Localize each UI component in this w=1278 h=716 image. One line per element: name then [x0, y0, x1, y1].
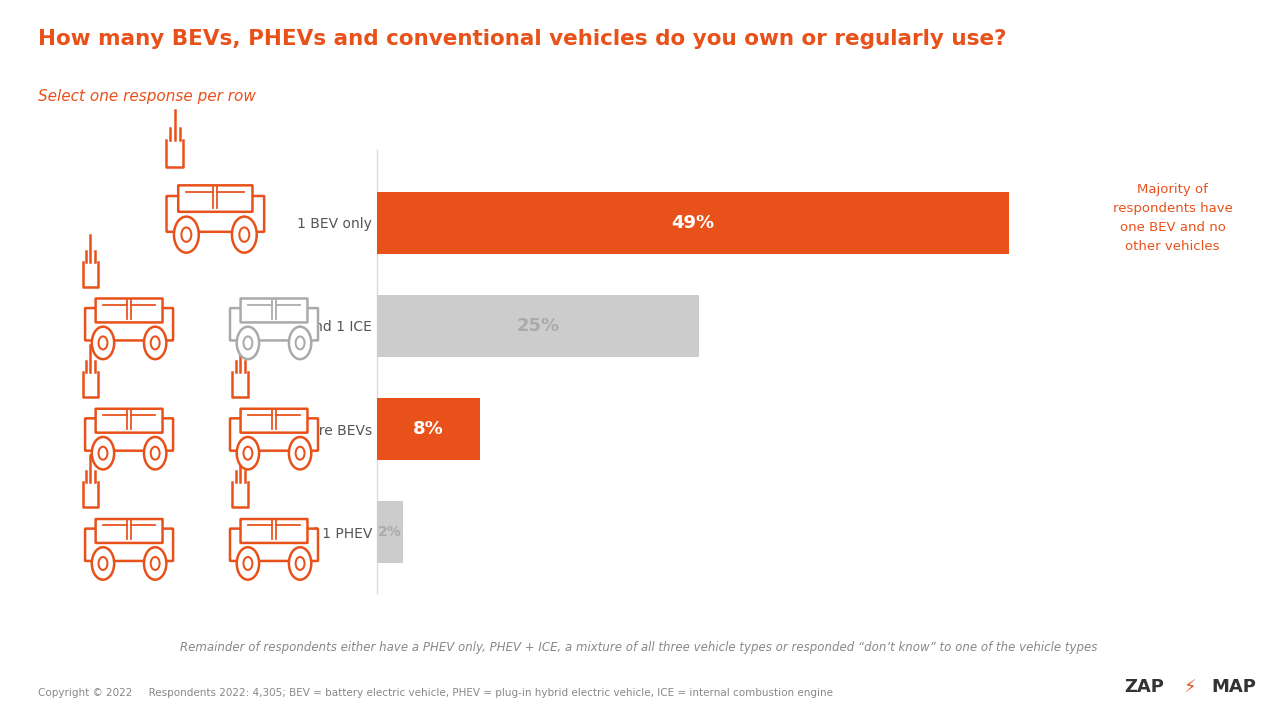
- Circle shape: [295, 447, 304, 460]
- FancyBboxPatch shape: [96, 299, 162, 322]
- FancyBboxPatch shape: [86, 528, 173, 561]
- Circle shape: [144, 326, 166, 359]
- Text: 8%: 8%: [413, 420, 443, 438]
- FancyBboxPatch shape: [86, 308, 173, 340]
- Circle shape: [144, 437, 166, 470]
- Circle shape: [92, 547, 114, 580]
- FancyBboxPatch shape: [230, 418, 318, 450]
- FancyBboxPatch shape: [86, 418, 173, 450]
- FancyBboxPatch shape: [230, 528, 318, 561]
- Circle shape: [236, 437, 259, 470]
- FancyBboxPatch shape: [96, 409, 162, 432]
- Text: How many BEVs, PHEVs and conventional vehicles do you own or regularly use?: How many BEVs, PHEVs and conventional ve…: [38, 29, 1007, 49]
- Circle shape: [243, 447, 252, 460]
- Text: Copyright © 2022     Respondents 2022: 4,305; BEV = battery electric vehicle, PH: Copyright © 2022 Respondents 2022: 4,305…: [38, 688, 833, 698]
- Text: Remainder of respondents either have a PHEV only, PHEV + ICE, a mixture of all t: Remainder of respondents either have a P…: [180, 642, 1098, 654]
- FancyBboxPatch shape: [1088, 107, 1258, 351]
- Circle shape: [295, 557, 304, 570]
- Circle shape: [231, 217, 257, 253]
- Circle shape: [174, 217, 199, 253]
- Circle shape: [98, 337, 107, 349]
- Circle shape: [151, 447, 160, 460]
- Bar: [377, 398, 481, 460]
- Bar: [377, 501, 403, 563]
- Circle shape: [151, 557, 160, 570]
- Circle shape: [144, 547, 166, 580]
- Text: MAP: MAP: [1212, 678, 1256, 697]
- Text: Select one response per row: Select one response per row: [38, 90, 256, 105]
- FancyBboxPatch shape: [178, 185, 253, 212]
- Circle shape: [295, 337, 304, 349]
- Circle shape: [243, 337, 252, 349]
- Text: 25%: 25%: [516, 317, 560, 335]
- FancyBboxPatch shape: [166, 196, 265, 232]
- FancyBboxPatch shape: [240, 299, 308, 322]
- Circle shape: [98, 447, 107, 460]
- Circle shape: [239, 228, 249, 242]
- Circle shape: [289, 326, 312, 359]
- FancyBboxPatch shape: [230, 308, 318, 340]
- Circle shape: [92, 437, 114, 470]
- Circle shape: [289, 437, 312, 470]
- Circle shape: [289, 547, 312, 580]
- Text: ⚡: ⚡: [1183, 678, 1196, 697]
- Bar: [377, 192, 1008, 253]
- Text: Majority of
respondents have
one BEV and no
other vehicles: Majority of respondents have one BEV and…: [1113, 183, 1232, 253]
- Circle shape: [92, 326, 114, 359]
- Bar: [377, 295, 699, 357]
- Text: 49%: 49%: [671, 213, 714, 232]
- FancyBboxPatch shape: [240, 409, 308, 432]
- Circle shape: [98, 557, 107, 570]
- Circle shape: [236, 326, 259, 359]
- FancyBboxPatch shape: [96, 519, 162, 543]
- Circle shape: [151, 337, 160, 349]
- Text: 2%: 2%: [378, 526, 401, 539]
- Circle shape: [236, 547, 259, 580]
- Circle shape: [243, 557, 252, 570]
- Text: ZAP: ZAP: [1125, 678, 1164, 697]
- Circle shape: [181, 228, 192, 242]
- FancyBboxPatch shape: [240, 519, 308, 543]
